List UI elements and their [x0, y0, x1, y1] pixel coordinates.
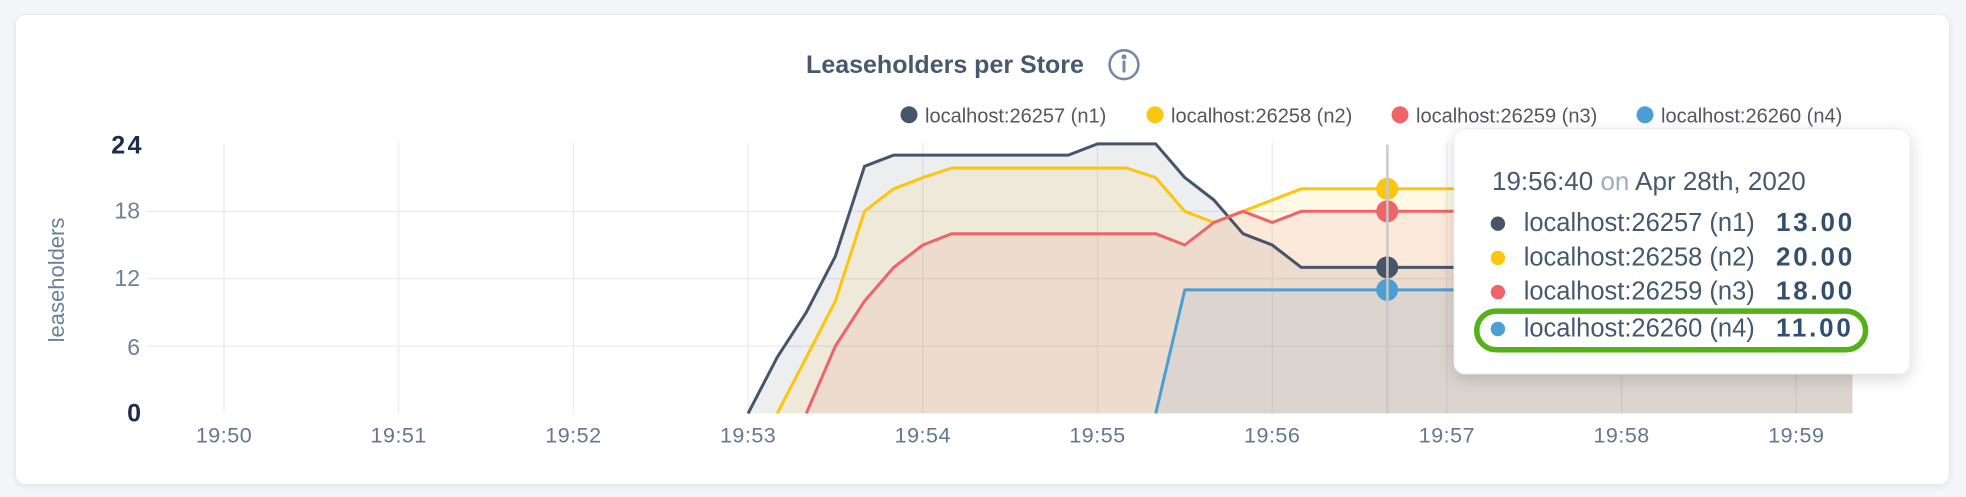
svg-text:11.00: 11.00: [1776, 313, 1854, 343]
svg-text:6: 6: [127, 334, 140, 360]
svg-text:18: 18: [114, 198, 140, 224]
svg-text:19:53: 19:53: [720, 424, 776, 448]
svg-text:localhost:26260 (n4): localhost:26260 (n4): [1661, 106, 1842, 128]
svg-text:localhost:26259 (n3): localhost:26259 (n3): [1416, 106, 1597, 128]
svg-text:19:54: 19:54: [895, 424, 951, 448]
svg-text:12: 12: [114, 265, 140, 291]
svg-text:13.00: 13.00: [1776, 207, 1855, 237]
svg-text:19:56:40 on Apr 28th, 2020: 19:56:40 on Apr 28th, 2020: [1492, 166, 1806, 196]
svg-text:localhost:26258 (n2): localhost:26258 (n2): [1171, 106, 1352, 128]
svg-text:18.00: 18.00: [1776, 276, 1855, 306]
svg-text:19:57: 19:57: [1419, 424, 1475, 448]
svg-text:19:56: 19:56: [1244, 424, 1300, 448]
svg-text:leaseholders: leaseholders: [44, 218, 69, 343]
svg-text:19:55: 19:55: [1069, 424, 1125, 448]
svg-text:20.00: 20.00: [1776, 241, 1855, 271]
svg-text:Leaseholders per Store: Leaseholders per Store: [806, 51, 1084, 79]
svg-text:localhost:26257 (n1): localhost:26257 (n1): [1524, 209, 1755, 237]
svg-text:localhost:26257 (n1): localhost:26257 (n1): [925, 106, 1106, 128]
svg-text:19:50: 19:50: [196, 424, 252, 448]
svg-text:localhost:26259 (n3): localhost:26259 (n3): [1524, 278, 1755, 306]
svg-text:24: 24: [111, 132, 144, 160]
svg-text:0: 0: [127, 400, 141, 428]
svg-text:19:52: 19:52: [545, 424, 601, 448]
svg-text:19:58: 19:58: [1593, 424, 1649, 448]
svg-text:localhost:26260 (n4): localhost:26260 (n4): [1524, 315, 1755, 343]
svg-text:19:51: 19:51: [371, 424, 427, 448]
svg-text:localhost:26258 (n2): localhost:26258 (n2): [1524, 243, 1755, 271]
svg-text:19:59: 19:59: [1768, 424, 1824, 448]
